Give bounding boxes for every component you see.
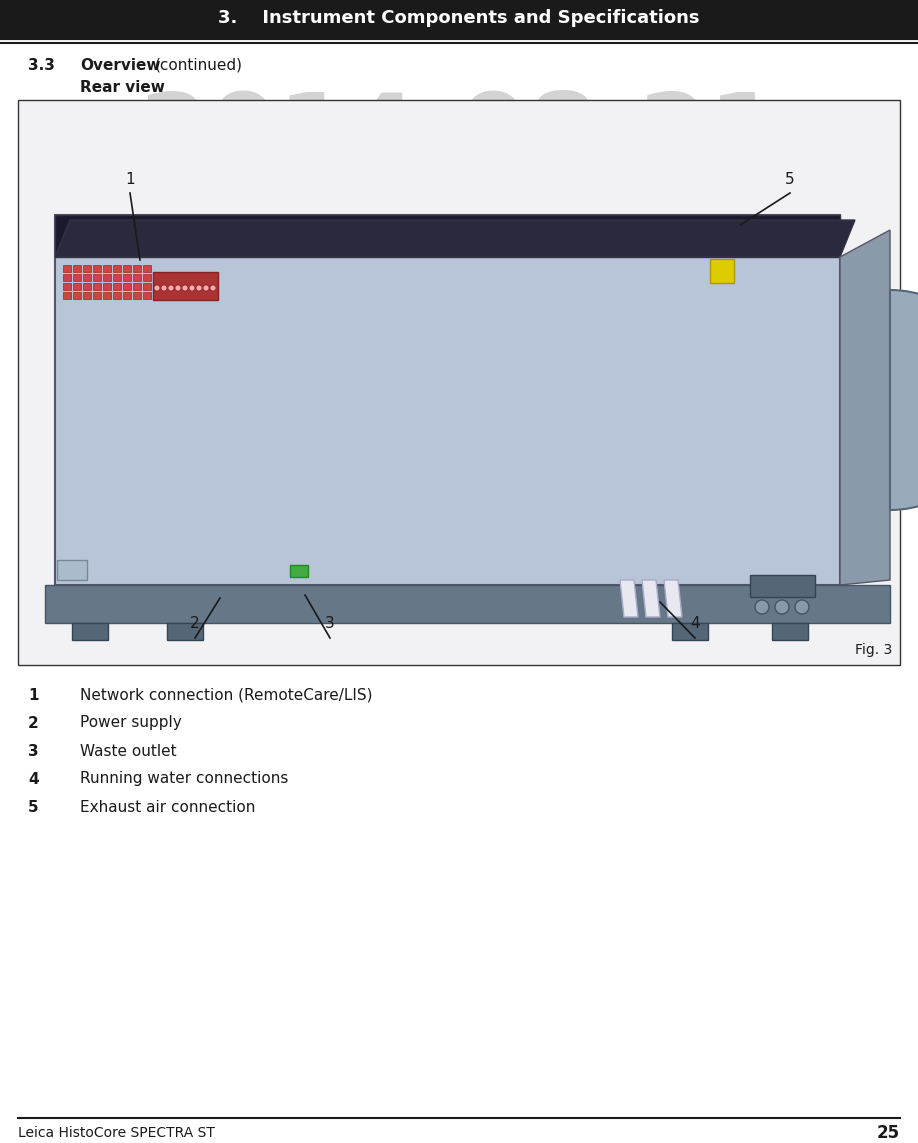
- Text: Exhaust air connection: Exhaust air connection: [80, 799, 255, 815]
- Bar: [123, 283, 131, 290]
- Bar: [153, 272, 218, 299]
- Text: 5: 5: [28, 799, 39, 815]
- Bar: [143, 265, 151, 272]
- Bar: [133, 265, 141, 272]
- Bar: [63, 265, 71, 272]
- Text: Leica HistoCore SPECTRA ST: Leica HistoCore SPECTRA ST: [18, 1126, 215, 1140]
- Bar: [123, 291, 131, 299]
- Circle shape: [775, 600, 789, 614]
- Bar: [18, 99, 900, 665]
- Text: 2: 2: [28, 716, 39, 730]
- Bar: [103, 291, 111, 299]
- Text: Power supply: Power supply: [80, 716, 182, 730]
- Text: 25: 25: [877, 1124, 900, 1142]
- Text: 5: 5: [785, 171, 795, 186]
- Bar: [93, 265, 101, 272]
- Text: 3.    Instrument Components and Specifications: 3. Instrument Components and Specificati…: [218, 9, 700, 27]
- Text: 2: 2: [190, 616, 200, 631]
- Circle shape: [755, 600, 769, 614]
- Circle shape: [161, 285, 167, 291]
- Bar: [57, 560, 87, 580]
- Bar: [772, 623, 808, 640]
- Bar: [72, 623, 108, 640]
- Text: 1: 1: [28, 687, 39, 703]
- Circle shape: [168, 285, 174, 291]
- Text: Rear view: Rear view: [80, 80, 165, 96]
- Circle shape: [210, 285, 216, 291]
- Bar: [55, 215, 840, 257]
- Bar: [167, 623, 203, 640]
- Circle shape: [189, 285, 195, 291]
- Bar: [73, 291, 81, 299]
- Text: 2014-08-21: 2014-08-21: [140, 89, 778, 186]
- Polygon shape: [642, 580, 660, 617]
- Bar: [113, 265, 121, 272]
- Bar: [103, 283, 111, 290]
- Text: 3.3: 3.3: [28, 57, 55, 72]
- Text: 1: 1: [125, 171, 135, 186]
- Bar: [143, 291, 151, 299]
- Bar: [83, 265, 91, 272]
- Text: 4: 4: [28, 772, 39, 786]
- Text: 3: 3: [28, 743, 39, 759]
- Text: 4: 4: [690, 616, 700, 631]
- Text: Running water connections: Running water connections: [80, 772, 288, 786]
- Polygon shape: [664, 580, 682, 617]
- Bar: [750, 575, 815, 597]
- Circle shape: [175, 285, 181, 291]
- Bar: [73, 265, 81, 272]
- Circle shape: [154, 285, 160, 291]
- Circle shape: [795, 600, 809, 614]
- Bar: [290, 565, 308, 577]
- Bar: [710, 259, 734, 283]
- Circle shape: [196, 285, 202, 291]
- Bar: [113, 291, 121, 299]
- Polygon shape: [840, 230, 890, 585]
- Bar: [83, 291, 91, 299]
- Bar: [63, 274, 71, 281]
- Text: Network connection (RemoteCare/LIS): Network connection (RemoteCare/LIS): [80, 687, 373, 703]
- Text: DRAFT: DRAFT: [121, 107, 797, 283]
- Text: Waste outlet: Waste outlet: [80, 743, 176, 759]
- Bar: [113, 283, 121, 290]
- Bar: [0, 0, 918, 38]
- Text: Fig. 3: Fig. 3: [855, 644, 892, 657]
- Circle shape: [203, 285, 209, 291]
- Wedge shape: [890, 290, 918, 510]
- Bar: [73, 274, 81, 281]
- Bar: [93, 283, 101, 290]
- Bar: [133, 283, 141, 290]
- Text: Overview: Overview: [80, 57, 161, 72]
- Bar: [672, 623, 708, 640]
- Bar: [103, 265, 111, 272]
- Bar: [93, 291, 101, 299]
- Bar: [103, 274, 111, 281]
- Bar: [55, 215, 840, 585]
- Bar: [45, 585, 890, 623]
- Bar: [63, 283, 71, 290]
- Bar: [73, 283, 81, 290]
- Text: (continued): (continued): [155, 57, 243, 72]
- Bar: [83, 274, 91, 281]
- Bar: [93, 274, 101, 281]
- Bar: [143, 274, 151, 281]
- Text: 3: 3: [325, 616, 335, 631]
- Circle shape: [182, 285, 188, 291]
- Bar: [123, 274, 131, 281]
- Bar: [133, 274, 141, 281]
- Bar: [123, 265, 131, 272]
- Bar: [143, 283, 151, 290]
- Polygon shape: [55, 219, 855, 257]
- Bar: [133, 291, 141, 299]
- Bar: [63, 291, 71, 299]
- Bar: [113, 274, 121, 281]
- Bar: [83, 283, 91, 290]
- Polygon shape: [620, 580, 638, 617]
